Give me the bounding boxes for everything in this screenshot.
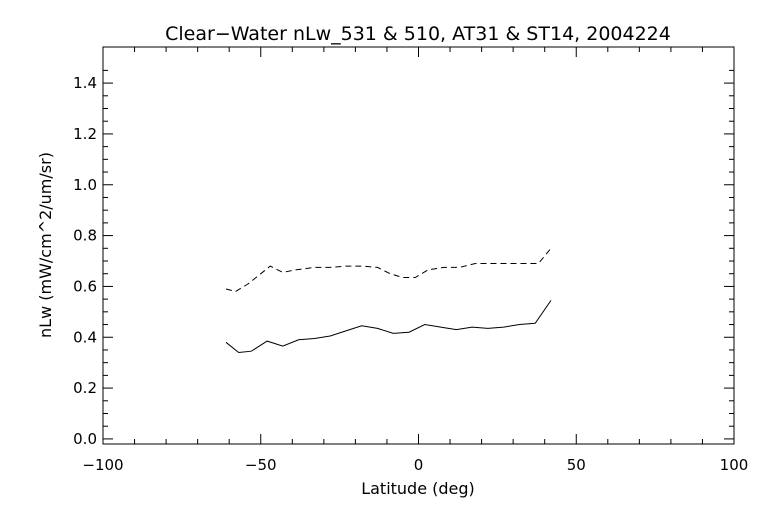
y-tick-label: 1.2: [73, 125, 97, 143]
chart-title: Clear−Water nLw_531 & 510, AT31 & ST14, …: [165, 23, 671, 45]
x-tick-label: 100: [720, 456, 749, 474]
series-line-solid: [225, 300, 552, 354]
axis-ticks: −100 −50 0 50 100 0.0 0.2 0.4 0.6 0.8 1.0 1.2 1.4: [73, 47, 748, 474]
y-tick-label: 1.4: [73, 74, 97, 92]
y-axis-label: nLw (mW/cm^2/um/sr): [36, 152, 55, 338]
plot-frame: [102, 46, 735, 445]
y-tick-label: 0.2: [73, 379, 97, 397]
y-tick-label: 0.8: [73, 227, 97, 245]
y-tick-label: 0.4: [73, 328, 97, 346]
x-axis-label: Latitude (deg): [361, 479, 475, 498]
y-tick-label: 0.6: [73, 277, 97, 295]
x-tick-label: −100: [82, 456, 123, 474]
x-tick-label: 50: [567, 456, 586, 474]
x-tick-label: 0: [414, 456, 424, 474]
y-tick-label: 0.0: [73, 430, 97, 448]
series-line-dashed: [225, 247, 552, 293]
y-tick-label: 1.0: [73, 176, 97, 194]
series-lines: [225, 247, 552, 354]
x-tick-label: −50: [245, 456, 277, 474]
